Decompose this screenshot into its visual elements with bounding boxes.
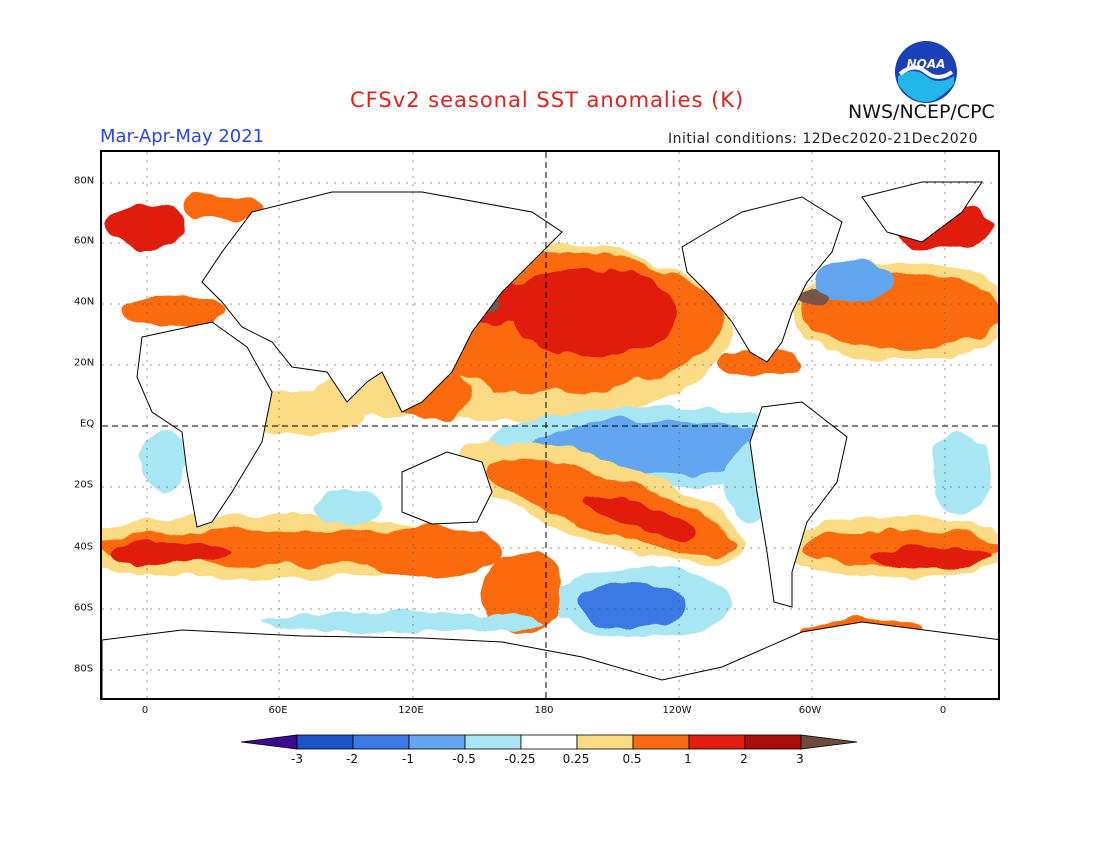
colorbar-label: -1 bbox=[402, 752, 414, 766]
graticule bbox=[102, 152, 998, 698]
lat-label-40n: 40N bbox=[74, 296, 95, 308]
colorbar-label: 3 bbox=[796, 752, 804, 766]
lat-label-80n: 80N bbox=[74, 175, 95, 187]
colorbar-segment bbox=[408, 734, 466, 750]
lat-label-20s: 20S bbox=[74, 479, 94, 491]
colorbar-segment bbox=[352, 734, 410, 750]
colorbar-label: -0.5 bbox=[452, 752, 476, 766]
lat-label-60n: 60N bbox=[74, 235, 95, 247]
colorbar-segment bbox=[520, 734, 578, 750]
lon-label-0-east: 0 bbox=[939, 705, 947, 716]
lat-label-60s: 60S bbox=[74, 602, 94, 614]
colorbar-label: 2 bbox=[740, 752, 748, 766]
colorbar-label: 0.5 bbox=[622, 752, 642, 766]
lon-label-60w: 60W bbox=[798, 705, 822, 716]
colorbar-arrow-high bbox=[800, 734, 858, 750]
colorbar-segment bbox=[744, 734, 802, 750]
lon-label-180: 180 bbox=[534, 705, 554, 716]
colorbar-segment bbox=[576, 734, 634, 750]
colorbar-label: -3 bbox=[291, 752, 303, 766]
colorbar-segment bbox=[632, 734, 690, 750]
colorbar-segment bbox=[296, 734, 354, 750]
initial-conditions: Initial conditions: 12Dec2020-21Dec2020 bbox=[668, 131, 978, 147]
lon-label-120w: 120W bbox=[662, 705, 692, 716]
reference-lines bbox=[102, 152, 998, 698]
lat-label-80s: 80S bbox=[74, 663, 94, 675]
lat-label-20n: 20N bbox=[74, 357, 95, 369]
lat-label-40s: 40S bbox=[74, 541, 94, 553]
colorbar-label: -2 bbox=[346, 752, 358, 766]
agency-label: NWS/NCEP/CPC bbox=[848, 101, 995, 123]
colorbar-label: 0.25 bbox=[562, 752, 590, 766]
lon-label-120e: 120E bbox=[398, 705, 424, 716]
anomaly-field bbox=[102, 193, 998, 646]
colorbar-arrow-low bbox=[240, 734, 298, 750]
colorbar-label: 1 bbox=[684, 752, 692, 766]
sst-anomaly-map bbox=[100, 150, 1000, 700]
colorbar-segment bbox=[464, 734, 522, 750]
colorbar-segment bbox=[688, 734, 746, 750]
forecast-period: Mar-Apr-May 2021 bbox=[100, 126, 265, 147]
noaa-logo-text: NOAA bbox=[907, 57, 946, 71]
lat-label-eq: EQ bbox=[80, 418, 95, 430]
lon-label-0: 0 bbox=[141, 705, 149, 716]
colorbar-label: -0.25 bbox=[504, 752, 536, 766]
land-masses bbox=[102, 181, 998, 698]
chart-title: CFSv2 seasonal SST anomalies (K) bbox=[350, 88, 745, 112]
noaa-logo: NOAA bbox=[894, 40, 958, 104]
lon-label-60e: 60E bbox=[268, 705, 288, 716]
colorbar bbox=[240, 734, 858, 750]
